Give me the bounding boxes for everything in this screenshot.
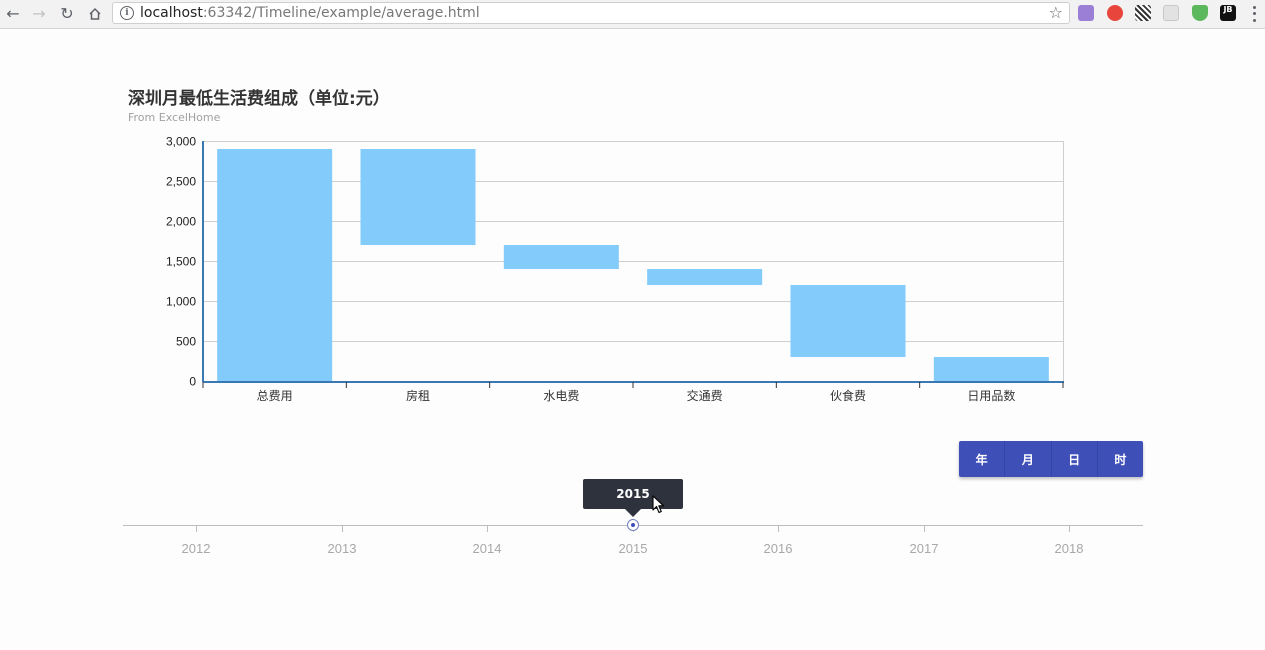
timeline-year-2014[interactable]: 2014 bbox=[472, 541, 502, 556]
bar-1 bbox=[217, 149, 333, 381]
timeline-year-2016[interactable]: 2016 bbox=[763, 541, 793, 556]
timeline-tooltip: 2015 bbox=[583, 479, 683, 509]
bookmark-star-icon[interactable]: ☆ bbox=[1048, 3, 1063, 22]
browser-menu-icon[interactable] bbox=[1248, 4, 1260, 24]
month-button[interactable]: 月 bbox=[1005, 441, 1052, 477]
bar-5 bbox=[790, 285, 906, 357]
x-category-label: 房租 bbox=[406, 388, 430, 403]
back-icon[interactable]: ← bbox=[6, 4, 20, 23]
chart-extension-icon[interactable] bbox=[1078, 5, 1094, 21]
forward-icon[interactable]: → bbox=[32, 4, 46, 23]
x-category-label: 总费用 bbox=[257, 389, 293, 403]
timeline-tick bbox=[196, 526, 197, 532]
qr-code-extension-icon[interactable] bbox=[1135, 5, 1151, 21]
jetbrains-extension-icon[interactable]: JB bbox=[1220, 5, 1236, 21]
chart-subtitle: From ExcelHome bbox=[128, 111, 221, 124]
reload-icon[interactable]: ↻ bbox=[60, 4, 74, 23]
timeline-year-2017[interactable]: 2017 bbox=[909, 541, 939, 556]
y-tick-label: 2,500 bbox=[166, 175, 196, 189]
green-shield-extension-icon[interactable] bbox=[1192, 5, 1208, 21]
x-category-label: 水电费 bbox=[543, 389, 579, 403]
year-button[interactable]: 年 bbox=[959, 441, 1006, 477]
timeline-selected-point[interactable] bbox=[627, 519, 639, 531]
day-button[interactable]: 日 bbox=[1051, 441, 1098, 477]
bar-6 bbox=[933, 357, 1049, 381]
bar-4 bbox=[647, 269, 763, 285]
y-tick-label: 1,000 bbox=[166, 295, 196, 309]
reader-extension-icon[interactable] bbox=[1163, 5, 1179, 21]
timeline-tick bbox=[1069, 526, 1070, 532]
browser-toolbar: ← → ↻ i localhost:63342/Timeline/example… bbox=[0, 0, 1265, 29]
y-tick-label: 1,500 bbox=[166, 255, 196, 269]
timeline-tick bbox=[342, 526, 343, 532]
bar-2 bbox=[360, 149, 476, 245]
bar-3 bbox=[503, 245, 619, 269]
x-category-label: 日用品数 bbox=[967, 388, 1015, 403]
mouse-cursor-icon bbox=[652, 495, 665, 514]
y-tick-label: 500 bbox=[176, 335, 196, 349]
info-icon[interactable]: i bbox=[120, 6, 134, 20]
y-tick-label: 3,000 bbox=[166, 135, 196, 149]
waterfall-chart: 0 500 1,000 1,500 2,000 2,500 3,000 总费用 房租 水电费 交通费… bbox=[166, 135, 1064, 403]
timeline-year-2015[interactable]: 2015 bbox=[618, 541, 648, 556]
y-tick-label: 2,000 bbox=[166, 215, 196, 229]
y-tick-label: 0 bbox=[189, 375, 196, 389]
hour-button[interactable]: 时 bbox=[1097, 441, 1143, 477]
timeline-tick bbox=[778, 526, 779, 532]
chart-title: 深圳月最低生活费组成（单位:元） bbox=[128, 89, 390, 109]
timeline-year-2012[interactable]: 2012 bbox=[181, 541, 211, 556]
address-bar[interactable]: i localhost:63342/Timeline/example/avera… bbox=[112, 2, 1070, 24]
red-hexagon-extension-icon[interactable] bbox=[1107, 5, 1123, 21]
x-category-label: 交通费 bbox=[687, 388, 723, 403]
home-icon[interactable] bbox=[84, 3, 106, 25]
granularity-button-group: 年 月 日 时 bbox=[959, 441, 1143, 477]
x-category-label: 伙食费 bbox=[830, 388, 866, 403]
timeline-year-2013[interactable]: 2013 bbox=[327, 541, 357, 556]
timeline-tick bbox=[924, 526, 925, 532]
timeline-year-2018[interactable]: 2018 bbox=[1054, 541, 1084, 556]
tooltip-arrow bbox=[625, 509, 641, 517]
timeline-tick bbox=[487, 526, 488, 532]
url-text: localhost:63342/Timeline/example/average… bbox=[140, 5, 480, 21]
